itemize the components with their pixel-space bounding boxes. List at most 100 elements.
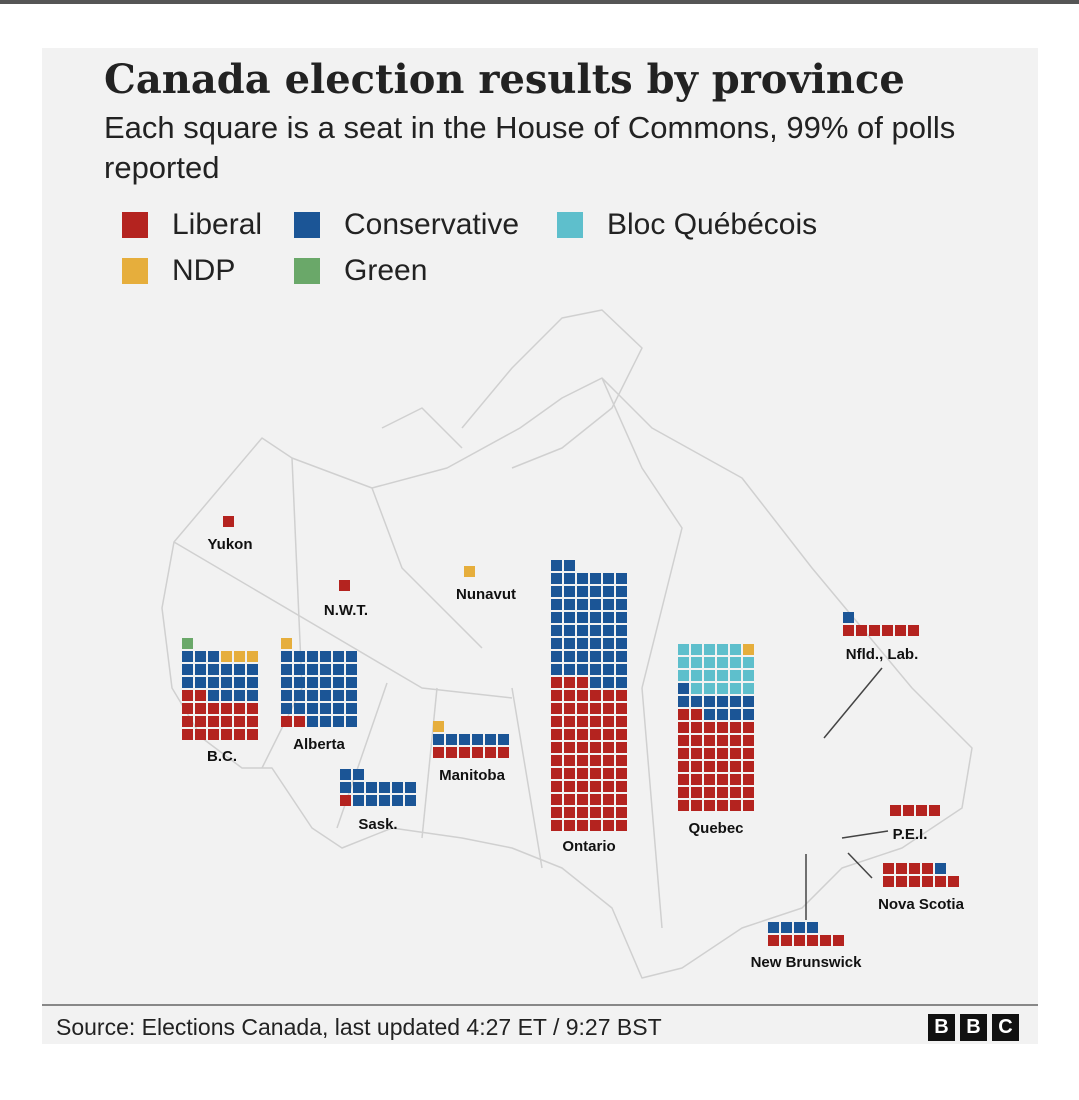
seat-square-nfld-lab (869, 625, 880, 636)
legend-label-bloc: Bloc Québécois (607, 208, 818, 241)
seat-square-b-c (195, 703, 206, 714)
seat-square-ontario (616, 794, 627, 805)
legend-ndp: NDP (122, 254, 235, 288)
seat-square-quebec (678, 787, 689, 798)
seat-square-quebec (691, 748, 702, 759)
seat-square-quebec (678, 683, 689, 694)
seat-square-new-brunswick (794, 935, 805, 946)
seat-square-quebec (704, 657, 715, 668)
seat-square-ontario (616, 586, 627, 597)
seat-square-b-c (208, 677, 219, 688)
seat-square-quebec (678, 657, 689, 668)
seat-square-ontario (564, 755, 575, 766)
seat-square-b-c (221, 677, 232, 688)
seat-square-quebec (717, 774, 728, 785)
seat-square-ontario (590, 586, 601, 597)
seat-square-b-c (195, 651, 206, 662)
seat-square-n-w-t (339, 580, 350, 591)
seat-square-quebec (717, 722, 728, 733)
legend-green: Green (294, 254, 427, 288)
seat-square-ontario (590, 690, 601, 701)
seat-square-ontario (616, 612, 627, 623)
seat-square-ontario (577, 716, 588, 727)
seat-square-ontario (564, 768, 575, 779)
province-labels: Yukon N.W.T. Nunavut B.C. Alberta Sask. … (207, 536, 965, 971)
seat-square-ontario (603, 651, 614, 662)
seat-square-ontario (603, 625, 614, 636)
seat-square-yukon (223, 516, 234, 527)
seat-square-ontario (577, 573, 588, 584)
seat-square-ontario (564, 638, 575, 649)
seat-square-ontario (603, 716, 614, 727)
seat-square-ontario (577, 807, 588, 818)
seat-square-quebec (730, 709, 741, 720)
seat-square-ontario (590, 638, 601, 649)
footer-rule (42, 1004, 1038, 1006)
seat-square-alberta (320, 690, 331, 701)
seat-square-alberta (307, 716, 318, 727)
seat-square-sask (379, 782, 390, 793)
seat-square-quebec (691, 644, 702, 655)
seat-square-new-brunswick (807, 922, 818, 933)
seat-square-quebec (678, 735, 689, 746)
seat-square-quebec (743, 787, 754, 798)
seat-square-ontario (551, 677, 562, 688)
seat-square-quebec (743, 696, 754, 707)
seat-square-nfld-lab (882, 625, 893, 636)
seat-square-sask (340, 782, 351, 793)
seat-square-ontario (577, 625, 588, 636)
chart-card: Canada election results by province Each… (42, 48, 1038, 1044)
seat-square-b-c (247, 651, 258, 662)
seat-square-sask (392, 782, 403, 793)
seat-square-sask (366, 782, 377, 793)
seat-square-alberta (333, 677, 344, 688)
chart-title: Canada election results by province (104, 56, 905, 103)
seat-square-b-c (182, 729, 193, 740)
label-yukon: Yukon (207, 536, 252, 553)
seat-square-alberta (320, 677, 331, 688)
seat-square-ontario (603, 781, 614, 792)
seat-square-ontario (590, 664, 601, 675)
seat-square-alberta (346, 651, 357, 662)
label-bc: B.C. (207, 748, 237, 765)
seat-square-quebec (678, 670, 689, 681)
seat-square-b-c (182, 703, 193, 714)
seat-square-quebec (743, 709, 754, 720)
seat-square-ontario (564, 586, 575, 597)
seat-square-alberta (346, 716, 357, 727)
label-sask: Sask. (358, 816, 397, 833)
seat-square-ontario (590, 651, 601, 662)
seat-square-ontario (551, 703, 562, 714)
seat-square-b-c (208, 703, 219, 714)
seat-square-ontario (590, 677, 601, 688)
seat-square-b-c (234, 651, 245, 662)
callout-nova-scotia (847, 852, 873, 879)
legend-swatch-ndp (122, 258, 148, 284)
seat-square-p-e-i (890, 805, 901, 816)
seat-square-quebec (691, 735, 702, 746)
seat-square-alberta (294, 703, 305, 714)
seat-square-quebec (691, 709, 702, 720)
seat-square-quebec (717, 644, 728, 655)
seat-square-manitoba (472, 747, 483, 758)
seat-square-quebec (730, 735, 741, 746)
seat-square-ontario (577, 677, 588, 688)
seat-square-alberta (281, 716, 292, 727)
seat-square-ontario (577, 638, 588, 649)
legend-label-conservative: Conservative (344, 208, 520, 241)
seat-square-nfld-lab (856, 625, 867, 636)
seat-square-b-c (221, 703, 232, 714)
seat-square-ontario (551, 781, 562, 792)
seat-square-quebec (730, 722, 741, 733)
label-nfld-lab: Nfld., Lab. (846, 646, 919, 663)
seat-square-quebec (678, 761, 689, 772)
seat-square-ontario (590, 729, 601, 740)
seat-square-alberta (346, 664, 357, 675)
seat-square-manitoba (446, 747, 457, 758)
seat-square-ontario (564, 781, 575, 792)
seat-square-quebec (743, 800, 754, 811)
seat-square-nova-scotia (922, 876, 933, 887)
seat-square-alberta (346, 690, 357, 701)
seat-square-ontario (616, 677, 627, 688)
seat-square-ontario (616, 742, 627, 753)
